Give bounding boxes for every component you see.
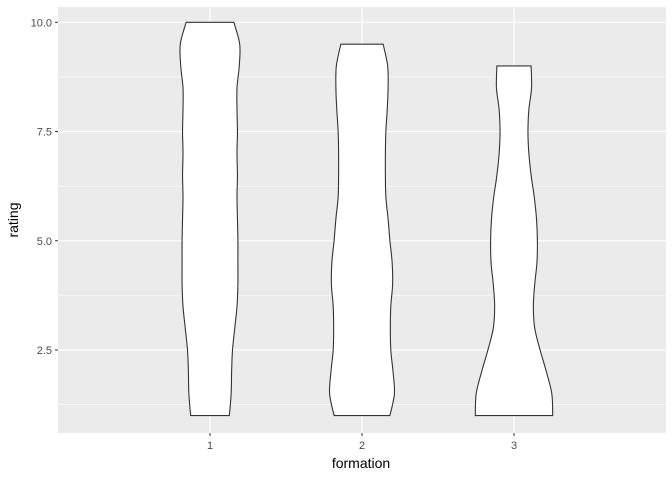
x-axis: 1 2 3 [207,433,517,452]
y-tick-label: 7.5 [37,127,52,139]
y-tick-label: 2.5 [37,345,52,357]
x-tick-label: 2 [359,440,365,452]
x-axis-title: formation [332,455,390,471]
violin-3 [474,65,554,417]
y-axis: 2.5 5.0 7.5 10.0 [31,17,58,357]
violin-1 [179,21,241,417]
x-tick-label: 3 [511,440,517,452]
violins [179,21,554,417]
y-tick-label: 10.0 [31,17,52,29]
y-tick-label: 5.0 [37,236,52,248]
y-axis-title: rating [5,202,21,237]
violin-2 [328,43,396,417]
x-tick-label: 1 [207,440,213,452]
